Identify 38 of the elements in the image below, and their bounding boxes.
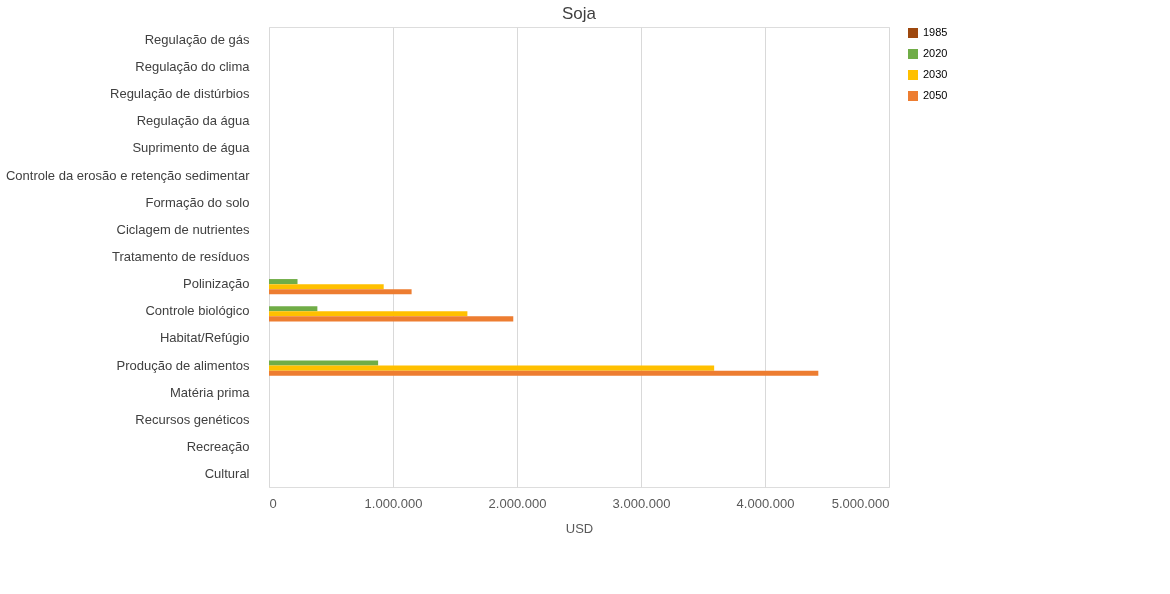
y-tick-label: Tratamento de resíduos <box>111 249 250 264</box>
bar <box>269 284 384 290</box>
y-tick-label: Regulação do clima <box>135 59 251 75</box>
bar <box>269 316 514 322</box>
y-tick-label: Produção de alimentos <box>116 357 250 373</box>
y-tick-label: Formação do solo <box>145 194 250 210</box>
y-tick-label: Recursos genéticos <box>135 411 250 427</box>
x-tick-label: 3.000.000 <box>612 495 671 511</box>
y-tick-label: Polinização <box>183 276 250 292</box>
bar <box>269 311 468 317</box>
y-tick-label: Regulação de distúrbios <box>110 86 250 102</box>
bar <box>269 365 715 371</box>
bar <box>269 360 379 366</box>
x-tick-label: 5.000.000 <box>831 495 890 511</box>
bar <box>269 370 819 376</box>
x-axis-title: USD <box>565 520 594 536</box>
y-tick-label: Cultural <box>204 466 250 482</box>
y-tick-label: Ciclagem de nutrientes <box>116 221 250 237</box>
chart-title: Soja <box>561 4 597 23</box>
x-tick-label: 4.000.000 <box>736 495 795 511</box>
bar <box>269 306 318 312</box>
x-tick-label: 2.000.000 <box>488 495 547 511</box>
y-tick-label: Suprimento de água <box>132 140 251 156</box>
bar <box>269 279 298 285</box>
y-tick-label: Habitat/Refúgio <box>159 330 250 346</box>
y-tick-label: Controle da erosão e retenção sedimentar <box>5 167 251 183</box>
legend-label: 1985 <box>923 26 948 38</box>
x-tick-label: 0 <box>269 495 277 511</box>
y-tick-label: Regulação da água <box>136 113 251 129</box>
legend-label: 2050 <box>923 89 948 101</box>
y-tick-label: Controle biológico <box>145 303 250 319</box>
y-tick-label: Matéria prima <box>170 384 251 400</box>
y-tick-label: Recreação <box>186 438 250 454</box>
legend-label: 2020 <box>923 47 948 59</box>
y-tick-label: Regulação de gás <box>144 31 250 47</box>
x-tick-label: 1.000.000 <box>364 495 423 511</box>
bar <box>269 289 412 295</box>
legend-label: 2030 <box>923 68 948 80</box>
